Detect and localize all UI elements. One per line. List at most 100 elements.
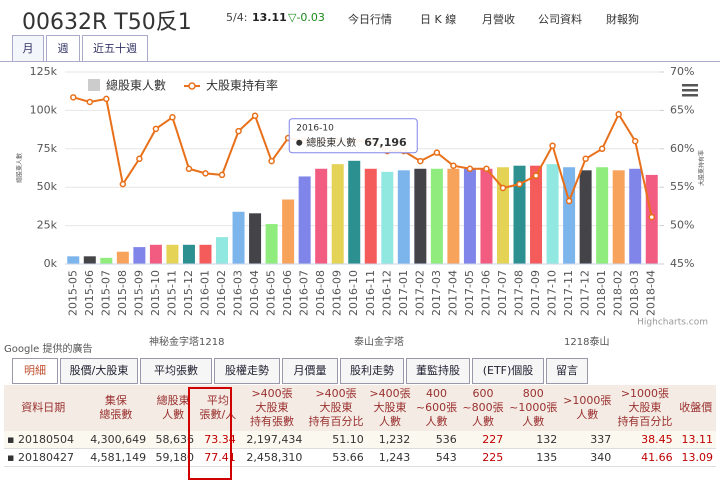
table-cell: 13.09 [675,448,716,467]
x-tick-label: 2018-01 [595,270,608,316]
table-cell: 227 [459,431,507,449]
tab[interactable]: 董監持股 [406,358,470,384]
y2-tick-label: 45% [670,257,694,270]
x-tick-label: 2016-04 [248,270,261,316]
tooltip-category: 2016-10 [296,123,334,133]
x-tick-label: 2015-07 [99,270,112,316]
table-cell: ▪ 20180427 [4,448,83,467]
x-tick-label: 2016-02 [215,270,228,316]
y-tick-label: 25k [37,219,58,232]
period-tab[interactable]: 月 [12,35,44,62]
menu-icon[interactable] [682,84,698,97]
header: 00632R T50反1 5/4: 13.11 ▽-0.03 今日行情 日 K … [0,0,720,35]
table-cell: 1,243 [366,448,414,467]
y-tick-label: 75k [37,142,58,155]
bar [116,251,129,264]
tab[interactable]: 股權走勢 [214,358,280,384]
column-header: 400 ~600張 人數 [413,385,460,431]
ad-link[interactable]: 泰山金字塔 [354,337,404,348]
column-header: >1000張 人數 [560,385,615,431]
line-point [433,149,441,156]
bar [182,244,195,264]
table-cell: 340 [560,448,615,467]
ad-label: Google 提供的廣告 [4,344,93,355]
line-point [152,125,160,133]
bar [513,165,526,264]
column-header: 收盤價 [675,385,716,431]
nav-link[interactable]: 財報狗 [606,13,639,26]
bar [496,167,509,264]
bar [216,237,229,264]
nav-link[interactable]: 公司資料 [538,13,582,26]
x-tick-label: 2017-08 [513,270,526,316]
tab[interactable]: 股價/大股東 [60,358,138,384]
tab[interactable]: 留言 [546,358,588,384]
legend-label: 總股東人數 [106,78,166,93]
period-tab[interactable]: 週 [46,35,80,62]
line-point [202,170,209,177]
x-tick-label: 2015-08 [116,270,129,316]
bar [232,211,245,264]
ad-link[interactable]: 神秘金字塔1218 [149,337,225,348]
line-point [615,110,622,118]
tab[interactable]: 明細 [12,358,58,384]
line-point [582,155,589,163]
line-point [235,127,242,135]
x-tick-label: 2017-02 [413,270,426,316]
x-tick-label: 2015-10 [149,270,162,316]
column-header: >400張 大股東 持有張數 [238,385,306,431]
quote-price: 13.11 [252,11,287,24]
bar [331,164,344,264]
table-cell: 13.11 [675,431,716,449]
tab[interactable]: 月價量 [282,358,338,384]
quote-change: ▽-0.03 [288,11,325,24]
line-point [483,165,490,173]
nav-link[interactable]: 今日行情 [348,13,392,26]
x-tick-label: 2016-09 [331,270,344,316]
x-tick-label: 2016-05 [265,270,278,316]
y-tick-label: 125k [30,65,58,78]
bar [579,170,592,264]
bar [530,165,543,264]
x-tick-label: 2015-06 [83,270,96,316]
bar [249,213,262,264]
tab[interactable]: 平均張數 [140,358,212,384]
nav-link[interactable]: 月營收 [482,13,515,26]
x-tick-label: 2017-11 [562,270,575,316]
table-cell: 4,581,149 [82,448,150,467]
x-tick-label: 2017-12 [579,270,592,316]
x-tick-label: 2015-09 [132,270,145,316]
tooltip-series: 總股東人數 [306,136,356,149]
tab[interactable]: 股利走勢 [340,358,404,384]
bar [463,168,476,264]
line-point [185,165,193,173]
nav-link[interactable]: 日 K 線 [420,13,457,26]
tab[interactable]: (ETF)個股 [472,358,544,384]
line-point [103,95,110,103]
table-cell: 51.10 [305,431,367,449]
table-cell: 77.41 [197,448,239,467]
line-point [251,112,259,120]
table-cell: 225 [459,448,507,467]
line-point [218,171,226,179]
period-tab[interactable]: 近五十週 [82,35,148,62]
x-tick-label: 2015-11 [165,270,178,316]
bar [546,164,559,264]
data-table: 資料日期 集保 總張數 總股東 人數 平均 張數/人 >400張 大股東 持有張數 >40… [4,385,716,467]
ad-link[interactable]: 1218泰山 [564,337,610,348]
x-tick-label: 2017-10 [546,270,559,316]
legend-swatch [188,82,196,90]
x-tick-label: 2015-12 [182,270,195,316]
y2-tick-label: 55% [670,180,694,193]
column-header: 集保 總張數 [82,385,150,431]
table-cell: 2,197,434 [238,431,306,449]
table-cell: 41.66 [614,448,676,467]
line-point [631,137,639,145]
table-cell: 543 [413,448,460,467]
bar [447,168,460,264]
line-point [549,142,556,149]
table-cell: 53.66 [305,448,367,467]
x-tick-label: 2017-07 [496,270,509,316]
ad-bar: Google 提供的廣告 神秘金字塔1218 泰山金字塔 1218泰山 [4,337,720,356]
column-header: 600 ~800張 人數 [459,385,507,431]
